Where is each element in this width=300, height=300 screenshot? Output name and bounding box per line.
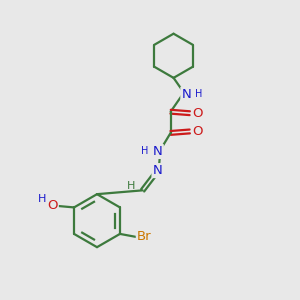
Text: H: H [141,146,149,157]
Text: N: N [152,164,162,177]
Text: H: H [38,194,46,205]
Text: H: H [127,181,136,191]
Text: N: N [181,88,191,100]
Text: O: O [193,125,203,138]
Text: H: H [196,89,203,99]
Text: N: N [153,145,163,158]
Text: O: O [47,200,58,212]
Text: O: O [193,107,203,120]
Text: Br: Br [137,230,152,243]
